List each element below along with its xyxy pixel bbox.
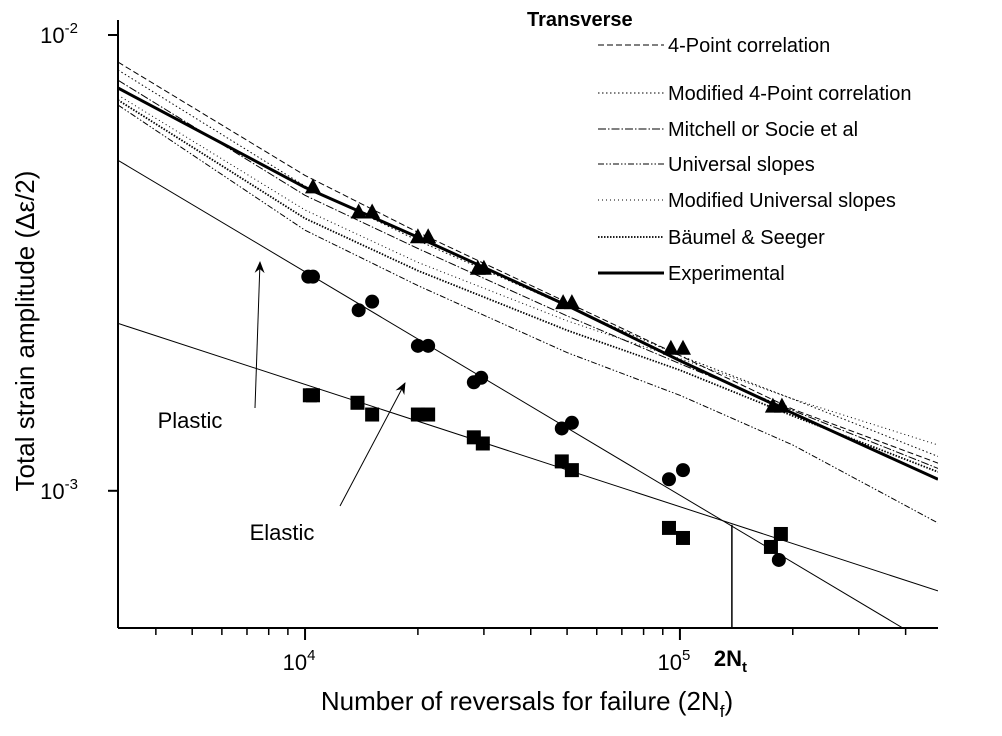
annotation-label: Elastic [250,520,315,545]
legend-label: Universal slopes [668,154,815,176]
square-marker [421,407,436,422]
x-tick-label-base: 10 [283,650,307,675]
x-tick-label: 104 [283,647,316,675]
curve [118,99,938,473]
y-tick-label: 10-3 [40,476,78,504]
legend-title: Transverse [527,9,633,31]
triangle-marker [563,294,580,310]
transition-label-sub: t [742,659,747,676]
x-axis-label-text: Number of reversals for failure (2N [321,686,720,716]
square-marker [475,436,490,451]
annotation-arrow [254,261,265,409]
x-axis-label: Number of reversals for failure (2Nf) [321,686,733,721]
square-marker [564,463,579,478]
y-tick-label-exponent: -3 [65,476,78,493]
square-marker [365,407,380,422]
circle-marker [474,370,489,385]
circle-marker [410,338,425,353]
circle-marker [661,472,676,487]
triangle-marker [364,203,381,219]
transition-label: 2Nt [714,646,747,676]
x-tick-label: 105 [658,647,691,675]
curve [118,79,938,469]
x-tick-label-base: 10 [658,650,682,675]
curve [118,94,938,446]
circle-marker [675,463,690,478]
square-marker [661,520,676,535]
triangle-marker [304,178,321,194]
annotation-label: Plastic [158,408,223,433]
legend-label: Modified 4-Point correlation [668,83,911,105]
triangle-marker [674,339,691,355]
square-marker [305,388,320,403]
x-axis-label-sub: f [720,702,725,721]
y-axis-label: Total strain amplitude (Δε/2) [10,171,40,492]
circle-marker [351,303,366,318]
triangle-marker [475,259,492,275]
curve [118,104,938,524]
square-marker [675,530,690,545]
fit-line [118,322,938,592]
triangle-marker [420,228,437,244]
y-tick-label-exponent: -2 [65,20,78,37]
circle-marker [771,552,786,567]
legend-label: Experimental [668,263,785,285]
legend-label: Modified Universal slopes [668,190,896,212]
square-marker [350,395,365,410]
circle-marker [305,269,320,284]
y-tick-label-base: 10 [40,23,64,48]
transition-label-text: 2N [714,646,742,671]
triangle-marker [773,397,790,413]
x-axis-label-tail: ) [724,686,733,716]
triangle-marker [350,203,367,219]
legend-label: 4-Point correlation [668,35,830,57]
y-tick-label-base: 10 [40,479,64,504]
circle-marker [421,338,436,353]
x-tick-label-exponent: 4 [307,647,315,664]
circle-marker [564,415,579,430]
x-tick-label-exponent: 5 [682,647,690,664]
square-marker [773,526,788,541]
plot-area [118,61,938,628]
legend-label: Mitchell or Socie et al [668,119,858,141]
circle-marker [365,294,380,309]
y-tick-label: 10-2 [40,20,78,48]
square-marker [763,539,778,554]
annotation-arrow [339,382,406,507]
triangle-marker [409,228,426,244]
triangle-marker [662,339,679,355]
legend-label: Bäumel & Seeger [668,227,825,249]
